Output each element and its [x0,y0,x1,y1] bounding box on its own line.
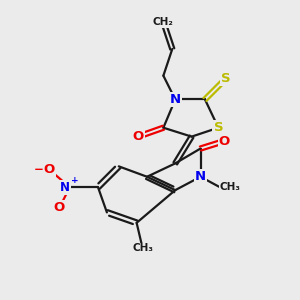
Text: S: S [214,121,223,134]
Text: +: + [71,176,79,185]
Text: N: N [195,170,206,183]
Text: S: S [221,72,231,85]
Text: O: O [133,130,144,143]
Text: O: O [219,135,230,148]
Text: CH₂: CH₂ [153,17,174,27]
Text: O: O [43,163,55,176]
Text: N: N [60,181,70,194]
Text: O: O [54,202,65,214]
Text: −: − [34,163,44,176]
Text: CH₃: CH₃ [132,243,153,253]
Text: CH₃: CH₃ [220,182,241,192]
Text: N: N [170,93,181,106]
